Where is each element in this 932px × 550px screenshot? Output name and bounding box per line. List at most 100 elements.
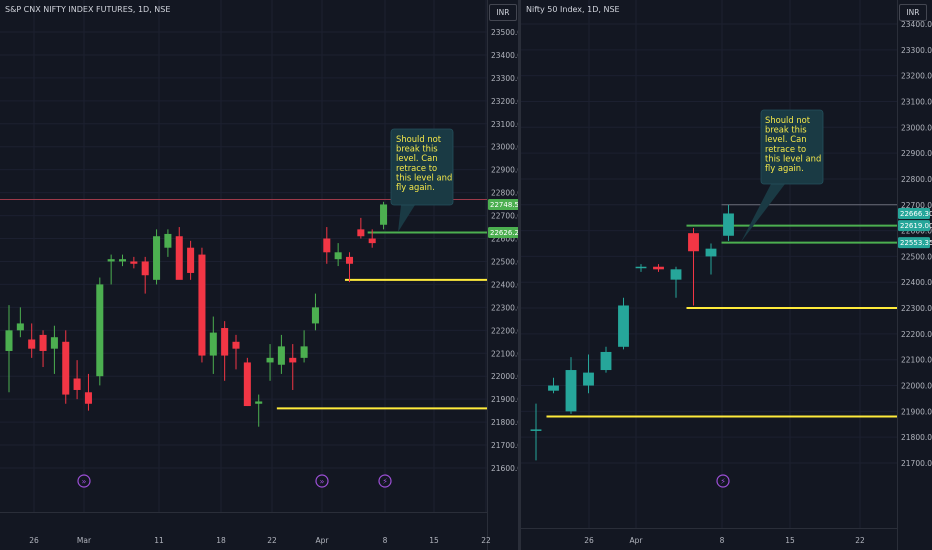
candle[interactable]: [705, 243, 717, 275]
candle[interactable]: [107, 254, 115, 285]
candle-body: [530, 429, 542, 431]
price-axis-tick-label: 23100.00: [491, 120, 518, 129]
time-axis-tick-label: 8: [720, 536, 725, 545]
candle[interactable]: [653, 264, 664, 272]
event-glyph: »: [320, 477, 325, 486]
candle-body: [334, 252, 342, 260]
candle[interactable]: [164, 229, 172, 257]
candle[interactable]: [565, 357, 577, 414]
candle[interactable]: [5, 305, 13, 393]
candle[interactable]: [73, 360, 81, 400]
candle[interactable]: [266, 344, 274, 381]
lightning-icon[interactable]: ⚡: [716, 474, 730, 488]
candle[interactable]: [334, 243, 342, 267]
price-axis-tick-label: 23100.00: [901, 97, 932, 106]
candle[interactable]: [96, 277, 104, 386]
note-text-line: this level and: [396, 172, 452, 182]
candle[interactable]: [130, 256, 138, 269]
candle[interactable]: [618, 297, 629, 350]
candle[interactable]: [300, 330, 308, 363]
candle[interactable]: [187, 240, 195, 280]
price-axis-tick-label: 21900.00: [901, 407, 932, 416]
candle[interactable]: [221, 321, 229, 381]
candle[interactable]: [368, 229, 376, 248]
candle[interactable]: [39, 330, 47, 368]
right-chart-canvas[interactable]: 21700.00 21800.00 21900.00 22000.00 22100.00…: [521, 0, 932, 550]
note-text-line: Should not: [396, 134, 442, 144]
candle-body: [50, 337, 58, 349]
time-axis-tick-label: 26: [584, 536, 594, 545]
candle-body: [670, 269, 682, 280]
candle[interactable]: [50, 325, 58, 374]
candle[interactable]: [243, 357, 251, 407]
candle[interactable]: [345, 252, 354, 283]
candle[interactable]: [62, 330, 70, 404]
candle[interactable]: [175, 227, 183, 280]
candle-body: [723, 213, 734, 236]
price-axis-tick-label: 22700.00: [491, 212, 518, 221]
price-axis-tick-label: 22200.00: [491, 326, 518, 335]
candle[interactable]: [198, 247, 206, 363]
candle[interactable]: [84, 373, 92, 411]
event-circle: [315, 474, 329, 488]
candle[interactable]: [277, 334, 285, 374]
candle[interactable]: [380, 201, 388, 230]
candle-body: [5, 330, 13, 351]
candle[interactable]: [118, 254, 127, 267]
right-currency-button[interactable]: INR: [899, 4, 927, 21]
candle[interactable]: [255, 394, 263, 427]
candle[interactable]: [723, 204, 734, 241]
candle[interactable]: [635, 264, 647, 272]
price-axis-tick-label: 23500.00: [491, 28, 518, 37]
right-chart-pane[interactable]: 21700.00 21800.00 21900.00 22000.00 22100.00…: [521, 0, 932, 550]
candle[interactable]: [141, 256, 149, 294]
candle[interactable]: [323, 227, 331, 264]
price-label-text: 22626.25: [490, 229, 518, 237]
price-axis-tick-label: 23200.00: [901, 72, 932, 81]
candle-body: [39, 334, 47, 351]
candle-body: [345, 256, 354, 264]
pane-divider[interactable]: [518, 0, 521, 550]
price-axis-tick-label: 22100.00: [491, 349, 518, 358]
note-box[interactable]: [760, 109, 824, 185]
price-axis-tick-label: 21800.00: [901, 433, 932, 442]
price-axis-tick-label: 22300.00: [901, 304, 932, 313]
candle[interactable]: [311, 293, 319, 331]
left-chart-canvas[interactable]: 21600.00 21700.00 21800.00 21900.00 22000.00…: [0, 0, 518, 550]
price-label-text: 22748.50: [490, 201, 518, 209]
candle-body: [164, 233, 172, 248]
price-axis-tick-label: 22900.00: [901, 149, 932, 158]
dividend-icon[interactable]: »: [77, 474, 91, 488]
left-chart-pane[interactable]: 21600.00 21700.00 21800.00 21900.00 22000.00…: [0, 0, 518, 550]
candle[interactable]: [209, 316, 217, 374]
candle[interactable]: [670, 266, 682, 298]
candle-body: [107, 259, 115, 262]
candle[interactable]: [28, 323, 36, 358]
candle[interactable]: [583, 354, 594, 394]
candle[interactable]: [153, 229, 161, 285]
price-label-text: 22619.00: [900, 222, 932, 230]
candle[interactable]: [548, 377, 559, 394]
lightning-icon[interactable]: ⚡: [378, 474, 392, 488]
candle-body: [277, 346, 285, 365]
left-currency-button[interactable]: INR: [489, 4, 517, 21]
candle-body: [243, 362, 251, 407]
candle[interactable]: [16, 307, 24, 338]
candle-body: [175, 236, 183, 280]
candle-body: [141, 261, 149, 276]
candle-body: [548, 385, 559, 391]
note-box[interactable]: [390, 128, 454, 206]
time-axis-tick-label: 15: [429, 536, 439, 545]
candle[interactable]: [289, 344, 297, 390]
price-axis-tick-label: 23000.00: [491, 143, 518, 152]
candle[interactable]: [232, 334, 240, 370]
candle[interactable]: [357, 217, 365, 239]
candle[interactable]: [600, 346, 612, 373]
right-chart-title: Nifty 50 Index, 1D, NSE: [526, 5, 620, 14]
candle[interactable]: [530, 403, 542, 461]
note-text-line: this level and: [765, 153, 821, 163]
dividend-icon[interactable]: »: [315, 474, 329, 488]
candle[interactable]: [688, 228, 699, 306]
candle-body: [583, 372, 594, 386]
price-axis-tick-label: 22000.00: [901, 382, 932, 391]
